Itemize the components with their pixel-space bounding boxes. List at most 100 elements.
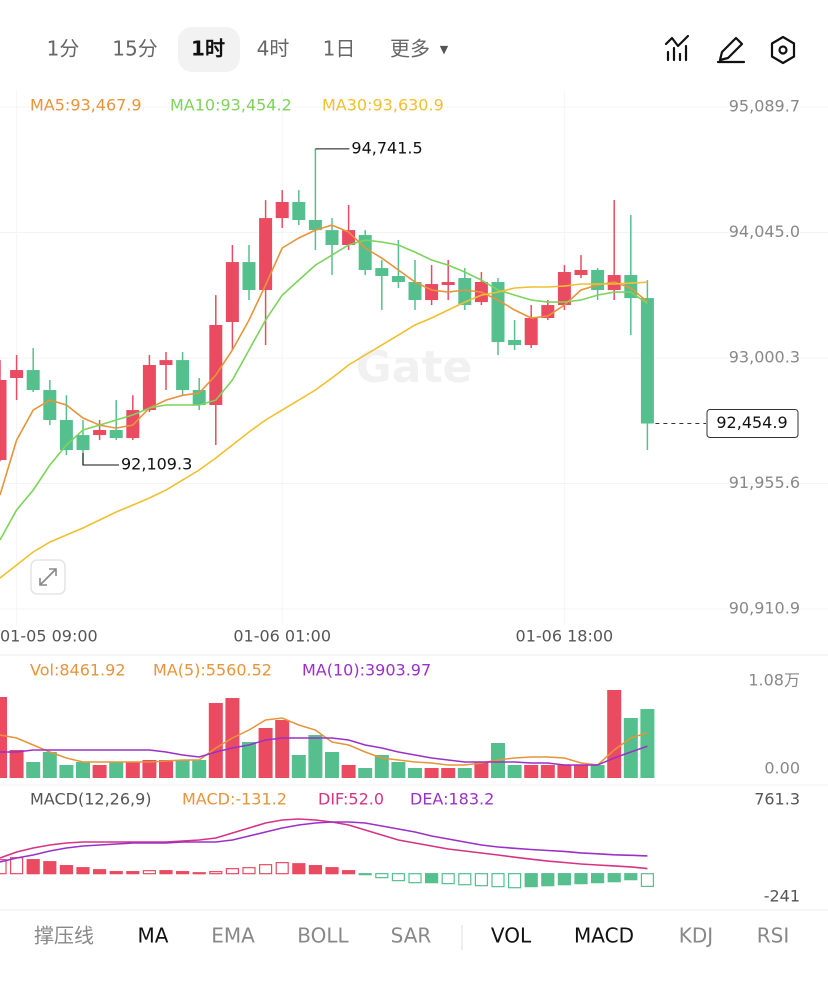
y-tick-label: 90,910.9 [729,599,800,618]
volume-bar [76,762,90,778]
volume-bar [325,752,339,778]
macd-bar [607,873,621,883]
more-tab[interactable]: 更多 [390,37,430,61]
expand-icon[interactable] [30,559,66,595]
candle-body [225,262,239,322]
candle-body [10,370,24,378]
candle-body [109,429,123,439]
candle-body [375,268,389,276]
candle-body [557,272,571,306]
macd-bar [292,863,306,875]
candle-body [425,284,439,301]
volume-bar [408,768,422,778]
volume-bar [175,760,190,778]
macd-bar [142,870,156,875]
candle-body [640,298,654,424]
volume-bar [0,697,7,778]
volume-bar [374,755,389,778]
indicator-tab[interactable]: 撑压线 [34,924,94,948]
candle-body [325,230,339,245]
indicator-tab[interactable]: VOL [491,924,532,948]
candle-body [574,269,588,276]
interval-tab[interactable]: 15分 [112,37,157,61]
draw-icon[interactable] [716,36,746,64]
candle-body [93,429,107,436]
expand-arrows[interactable] [39,568,57,586]
candle-body [176,360,190,390]
y-tick-label: 95,089.7 [729,97,800,116]
candle-body [242,262,256,291]
volume-bar [258,728,273,778]
y-tick-label: 1.08万 [748,671,800,690]
volume-bar [308,735,323,778]
interval-tab[interactable]: 1时 [191,37,225,61]
volume-bar [524,765,539,778]
x-tick-label: 01-06 18:00 [516,627,614,646]
x-tick-label: 01-05 09:00 [0,627,98,646]
toolbar-icons[interactable] [664,34,796,65]
candle-body [159,360,173,366]
high-label: 94,741.5 [351,138,422,157]
settings-icon[interactable] [770,35,796,65]
volume-bar [92,765,107,778]
ma-line [0,239,648,541]
last-price-label: 92,454.9 [716,413,787,432]
macd-line [0,821,648,863]
macd-bar [92,869,107,875]
expand-box[interactable] [30,559,66,595]
indicator-tab[interactable]: SAR [391,924,432,948]
volume-bar [242,742,256,778]
indicator-tab[interactable]: RSI [757,924,790,948]
macd-bar [425,873,439,884]
macd-bar [325,867,339,875]
volume-ma-line [0,737,648,766]
macd-bar [308,865,322,875]
settings-dot[interactable] [778,45,788,55]
macd-bar [159,870,173,875]
volume-bar [590,765,605,778]
macd-bar [624,873,638,881]
y-tick-label: 93,000.3 [729,348,800,367]
macd-bar [0,859,7,875]
macd-bar [192,872,206,875]
indicator-icon[interactable] [664,34,690,62]
interval-tab[interactable]: 1分 [47,37,80,61]
volume-bar [474,762,489,778]
volume-bar [391,762,406,778]
macd-bar [524,873,538,888]
macd-bar [408,873,422,884]
candle-body [26,370,40,390]
y-tick-label: 761.3 [754,790,800,809]
candle-body [408,281,422,301]
y-tick-label: -241 [764,887,800,906]
volume-bar [441,768,456,778]
indicator-tab[interactable]: MACD [574,924,634,948]
volume-bar [507,765,522,778]
indicator-tab[interactable]: BOLL [297,924,349,948]
indicator-tab[interactable]: KDJ [679,924,713,948]
interval-tab[interactable]: 4时 [257,37,290,61]
macd-bar [557,873,572,886]
candle-body [43,389,57,421]
candle-body [508,340,522,346]
macd-bar [342,870,356,875]
y-tick-label: 91,955.6 [729,473,800,492]
volume-bar [557,765,572,778]
ma-legend: MA5:93,467.9 [30,96,142,115]
volume-bar [607,690,622,778]
candle-body [524,318,538,346]
macd-legend: MACD:-131.2 [182,790,287,809]
indicator-tab[interactable]: EMA [211,924,255,948]
volume-bar [125,762,140,778]
macd-bar [76,867,90,875]
watermark: Gate [356,342,473,393]
volume-bar [159,760,173,778]
macd-series-legend: DIF:52.0 [318,790,384,809]
interval-tab[interactable]: 1日 [323,37,356,61]
volume-bar [358,768,373,778]
macd-bar [541,873,555,887]
macd-bar [474,873,488,887]
volume-bar [640,709,655,778]
indicator-tab[interactable]: MA [138,924,169,948]
